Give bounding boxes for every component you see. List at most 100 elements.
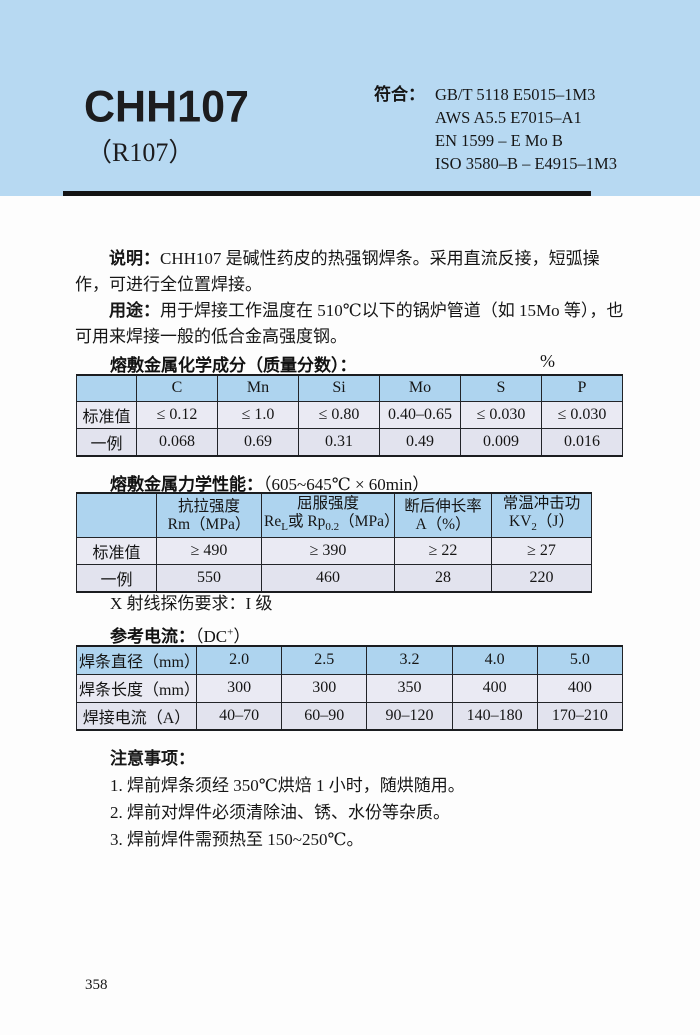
note-item: 1. 焊前焊条须经 350℃烘焙 1 小时，随烘随用。 [110, 776, 465, 795]
row-label: 焊接电流（A） [76, 701, 197, 731]
cell: 350 [366, 673, 453, 703]
cell: 550 [156, 564, 262, 593]
cell: 0.016 [541, 427, 623, 456]
header-line1: 屈服强度 [296, 495, 359, 512]
column-header: 抗拉强度 Rm（MPa） [156, 492, 262, 539]
chemical-unit: % [540, 351, 555, 371]
standards-list: GB/T 5118 E5015–1M3 AWS A5.5 E7015–A1 EN… [435, 83, 617, 175]
cell: 0.49 [379, 427, 461, 456]
product-alias: （R107） [86, 138, 195, 167]
column-header: P [541, 374, 623, 402]
mechanical-title-text: 熔敷金属力学性能： [110, 475, 263, 494]
cell: ≤ 0.12 [136, 400, 218, 429]
current-condition: （DC+） [195, 626, 251, 646]
cell: 400 [536, 673, 624, 703]
column-header: 5.0 [536, 645, 624, 675]
cell: ≥ 27 [491, 537, 592, 566]
header-line1: 常温冲击功 [502, 495, 581, 512]
note-item: 2. 焊前对焊件必须清除油、锈、水份等杂质。 [110, 803, 450, 822]
cell: ≤ 0.030 [460, 400, 542, 429]
cell: 220 [491, 564, 592, 593]
column-header: Mo [379, 374, 461, 402]
standard-item: ISO 3580–B – E4915–1M3 [435, 154, 617, 173]
usage-paragraph: 用途：用于焊接工作温度在 510℃以下的锅炉管道（如 15Mo 等），也可用来焊… [75, 298, 633, 350]
column-header: S [460, 374, 542, 402]
description-text: CHH107 是碱性药皮的热强钢焊条。采用直流反接，短弧操作，可进行全位置焊接。 [75, 249, 600, 294]
cell: 0.009 [460, 427, 542, 456]
table-row: 标准值 ≤ 0.12 ≤ 1.0 ≤ 0.80 0.40–0.65 ≤ 0.03… [76, 400, 623, 429]
cell: 0.69 [217, 427, 299, 456]
row-label: 焊条长度（mm） [76, 673, 197, 703]
column-header: C [136, 374, 218, 402]
column-header: Mn [217, 374, 299, 402]
usage-label: 用途： [109, 301, 160, 320]
note-item: 3. 焊前焊件需预热至 150~250℃。 [110, 830, 364, 849]
mechanical-table-title: 熔敷金属力学性能：（605~645℃ × 60min） [110, 470, 429, 495]
mechanical-condition: （605~645℃ × 60min） [263, 475, 430, 494]
row-label: 标准值 [76, 537, 157, 566]
cell: 0.31 [298, 427, 380, 456]
cell: 400 [451, 673, 538, 703]
table-header-row: 抗拉强度 Rm（MPa） 屈服强度 ReL或 Rp0.2（MPa） 断后伸长率 … [76, 492, 592, 539]
header-line2: Rm（MPa） [167, 515, 251, 533]
standard-item: EN 1599 – E Mo B [435, 131, 563, 150]
header-line1: 断后伸长率 [404, 497, 482, 515]
cell: 60–90 [281, 701, 368, 731]
cell: 0.40–0.65 [379, 400, 461, 429]
cell: 90–120 [366, 701, 453, 731]
cell: 0.068 [136, 427, 218, 456]
usage-text: 用于焊接工作温度在 510℃以下的锅炉管道（如 15Mo 等），也可用来焊接一般… [75, 301, 624, 346]
notes-title: 注意事项： [110, 749, 195, 768]
header-divider-rule [63, 191, 591, 196]
cell: 460 [261, 564, 395, 593]
cell: ≤ 1.0 [217, 400, 299, 429]
header-line2: ReL或 Rp0.2（MPa） [264, 513, 395, 534]
table-header-row: 焊条直径（mm） 2.0 2.5 3.2 4.0 5.0 [76, 645, 624, 675]
cell: ≥ 390 [261, 537, 395, 566]
description-label: 说明： [109, 249, 160, 268]
cell: 40–70 [195, 701, 283, 731]
compliance-label: 符合： [374, 85, 425, 104]
cell: ≤ 0.030 [541, 400, 623, 429]
standard-item: GB/T 5118 E5015–1M3 [435, 85, 596, 104]
table-row: 一例 550 460 28 220 [76, 564, 592, 593]
current-title-text: 参考电流： [110, 627, 195, 646]
header-line1: 抗拉强度 [177, 497, 240, 515]
mechanical-properties-table: 抗拉强度 Rm（MPa） 屈服强度 ReL或 Rp0.2（MPa） 断后伸长率 … [76, 492, 592, 594]
column-header: 3.2 [366, 645, 453, 675]
row-label: 一例 [76, 564, 157, 593]
table-header-row: C Mn Si Mo S P [76, 374, 623, 402]
table-row: 焊接电流（A） 40–70 60–90 90–120 140–180 170–2… [76, 701, 624, 731]
column-header: 2.0 [195, 645, 283, 675]
cell: ≥ 490 [156, 537, 262, 566]
corner-cell [76, 492, 157, 539]
notes-section: 注意事项： 1. 焊前焊条须经 350℃烘焙 1 小时，随烘随用。 2. 焊前对… [110, 745, 465, 853]
cell: 28 [394, 564, 492, 593]
corner-cell [76, 374, 137, 402]
column-header: Si [298, 374, 380, 402]
cell: 140–180 [451, 701, 538, 731]
xray-requirement-note: X 射线探伤要求：I 级 [110, 594, 273, 613]
standard-item: AWS A5.5 E7015–A1 [435, 108, 582, 127]
description-paragraph: 说明：CHH107 是碱性药皮的热强钢焊条。采用直流反接，短弧操作，可进行全位置… [75, 246, 633, 298]
header-line2: KV2（J） [509, 513, 574, 534]
page-number: 358 [85, 977, 108, 993]
table-row: 焊条长度（mm） 300 300 350 400 400 [76, 673, 624, 703]
column-header: 2.5 [281, 645, 368, 675]
table-row: 一例 0.068 0.69 0.31 0.49 0.009 0.016 [76, 427, 623, 456]
reference-current-table: 焊条直径（mm） 2.0 2.5 3.2 4.0 5.0 焊条长度（mm） 30… [76, 645, 624, 731]
cell: ≤ 0.80 [298, 400, 380, 429]
cell: 300 [195, 673, 283, 703]
column-header: 断后伸长率 A（%） [394, 492, 492, 539]
cell: ≥ 22 [394, 537, 492, 566]
column-header: 屈服强度 ReL或 Rp0.2（MPa） [261, 492, 395, 539]
chemical-table-title: 熔敷金属化学成分（质量分数）： [110, 356, 357, 375]
header-band: CHH107 （R107） 符合： GB/T 5118 E5015–1M3 AW… [0, 0, 700, 196]
row-label: 焊条直径（mm） [76, 645, 197, 675]
compliance-block: 符合： GB/T 5118 E5015–1M3 AWS A5.5 E7015–A… [374, 83, 617, 175]
intro-paragraphs: 说明：CHH107 是碱性药皮的热强钢焊条。采用直流反接，短弧操作，可进行全位置… [75, 246, 633, 350]
column-header: 4.0 [451, 645, 538, 675]
column-header: 常温冲击功 KV2（J） [491, 492, 592, 539]
current-table-title: 参考电流：（DC+） [110, 622, 250, 647]
